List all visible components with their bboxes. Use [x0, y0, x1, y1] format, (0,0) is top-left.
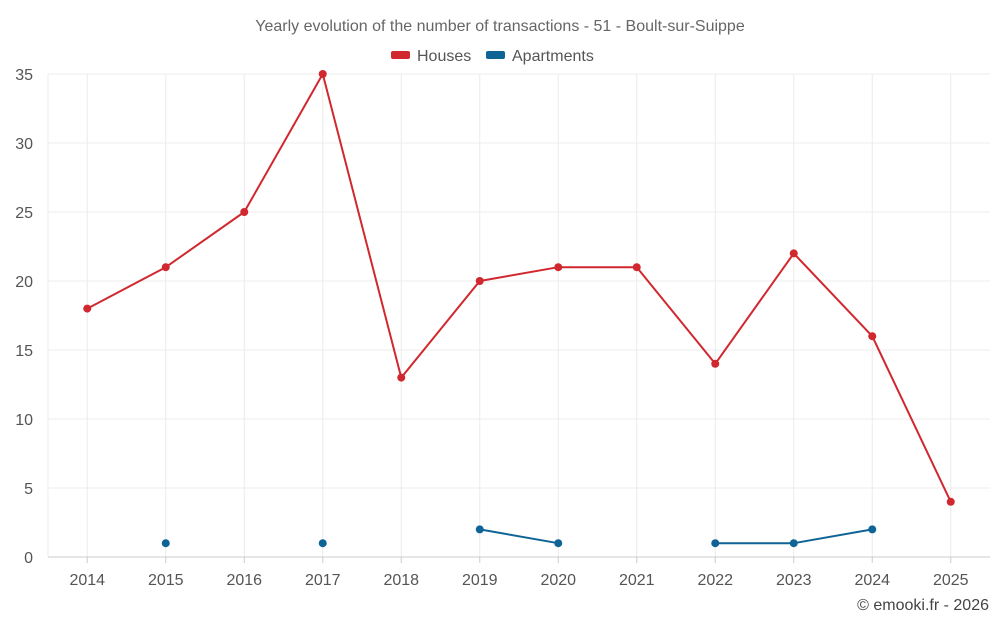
- data-point-apartments-2024[interactable]: [868, 525, 877, 534]
- data-point-houses-2021[interactable]: [632, 263, 641, 272]
- y-tick-label: 35: [15, 67, 33, 84]
- data-point-houses-2017[interactable]: [318, 70, 327, 78]
- legend-item-houses[interactable]: Houses: [391, 48, 471, 65]
- series-line-apartments: [479, 528, 559, 545]
- data-point-houses-2015[interactable]: [161, 263, 170, 272]
- x-tick-label: 2020: [540, 572, 576, 589]
- data-point-houses-2018[interactable]: [397, 373, 406, 382]
- x-tick-label: 2019: [462, 572, 498, 589]
- y-tick-label: 15: [15, 343, 33, 360]
- data-point-apartments-2023[interactable]: [789, 539, 798, 548]
- x-tick-label: 2016: [226, 572, 262, 589]
- y-tick-label: 25: [15, 205, 33, 222]
- data-point-apartments-2019[interactable]: [475, 525, 484, 534]
- data-point-houses-2016[interactable]: [240, 208, 249, 216]
- x-tick-label: 2018: [383, 572, 419, 589]
- chart-title: Yearly evolution of the number of transa…: [255, 18, 745, 35]
- data-series: [83, 70, 955, 548]
- data-point-apartments-2015[interactable]: [161, 539, 170, 548]
- y-tick-label: 10: [15, 412, 33, 429]
- data-point-houses-2014[interactable]: [83, 304, 92, 313]
- legend-label-houses: Houses: [417, 48, 471, 65]
- gridlines: [47, 73, 990, 557]
- x-tick-label: 2022: [697, 572, 733, 589]
- data-point-houses-2024[interactable]: [868, 332, 877, 341]
- x-tick-label: 2025: [933, 572, 969, 589]
- legend-item-apartments[interactable]: Apartments: [486, 48, 594, 65]
- data-point-houses-2022[interactable]: [711, 359, 720, 368]
- series-apartments: [161, 525, 877, 548]
- x-tick-label: 2023: [776, 572, 812, 589]
- data-point-houses-2020[interactable]: [554, 263, 563, 272]
- y-tick-label: 5: [24, 481, 33, 498]
- data-point-apartments-2020[interactable]: [554, 539, 563, 548]
- legend: Houses Apartments: [391, 48, 594, 65]
- x-tick-label: 2014: [69, 572, 105, 589]
- y-tick-label: 0: [24, 550, 33, 567]
- data-point-apartments-2017[interactable]: [318, 539, 327, 548]
- data-point-houses-2023[interactable]: [789, 249, 798, 258]
- x-tick-label: 2021: [619, 572, 655, 589]
- legend-swatch-apartments: [486, 51, 505, 59]
- data-point-apartments-2022[interactable]: [711, 539, 720, 548]
- x-tick-label: 2017: [305, 572, 341, 589]
- x-tick-label: 2015: [148, 572, 184, 589]
- credit-text: © emooki.fr - 2026: [857, 597, 989, 614]
- data-point-houses-2025[interactable]: [946, 497, 955, 506]
- data-point-houses-2019[interactable]: [475, 277, 484, 285]
- legend-swatch-houses: [391, 51, 410, 59]
- legend-label-apartments: Apartments: [512, 48, 594, 65]
- x-tick-label: 2024: [854, 572, 890, 589]
- y-tick-label: 30: [15, 136, 33, 153]
- series-line-houses: [86, 73, 952, 503]
- series-houses: [83, 70, 955, 506]
- y-tick-label: 20: [15, 274, 33, 291]
